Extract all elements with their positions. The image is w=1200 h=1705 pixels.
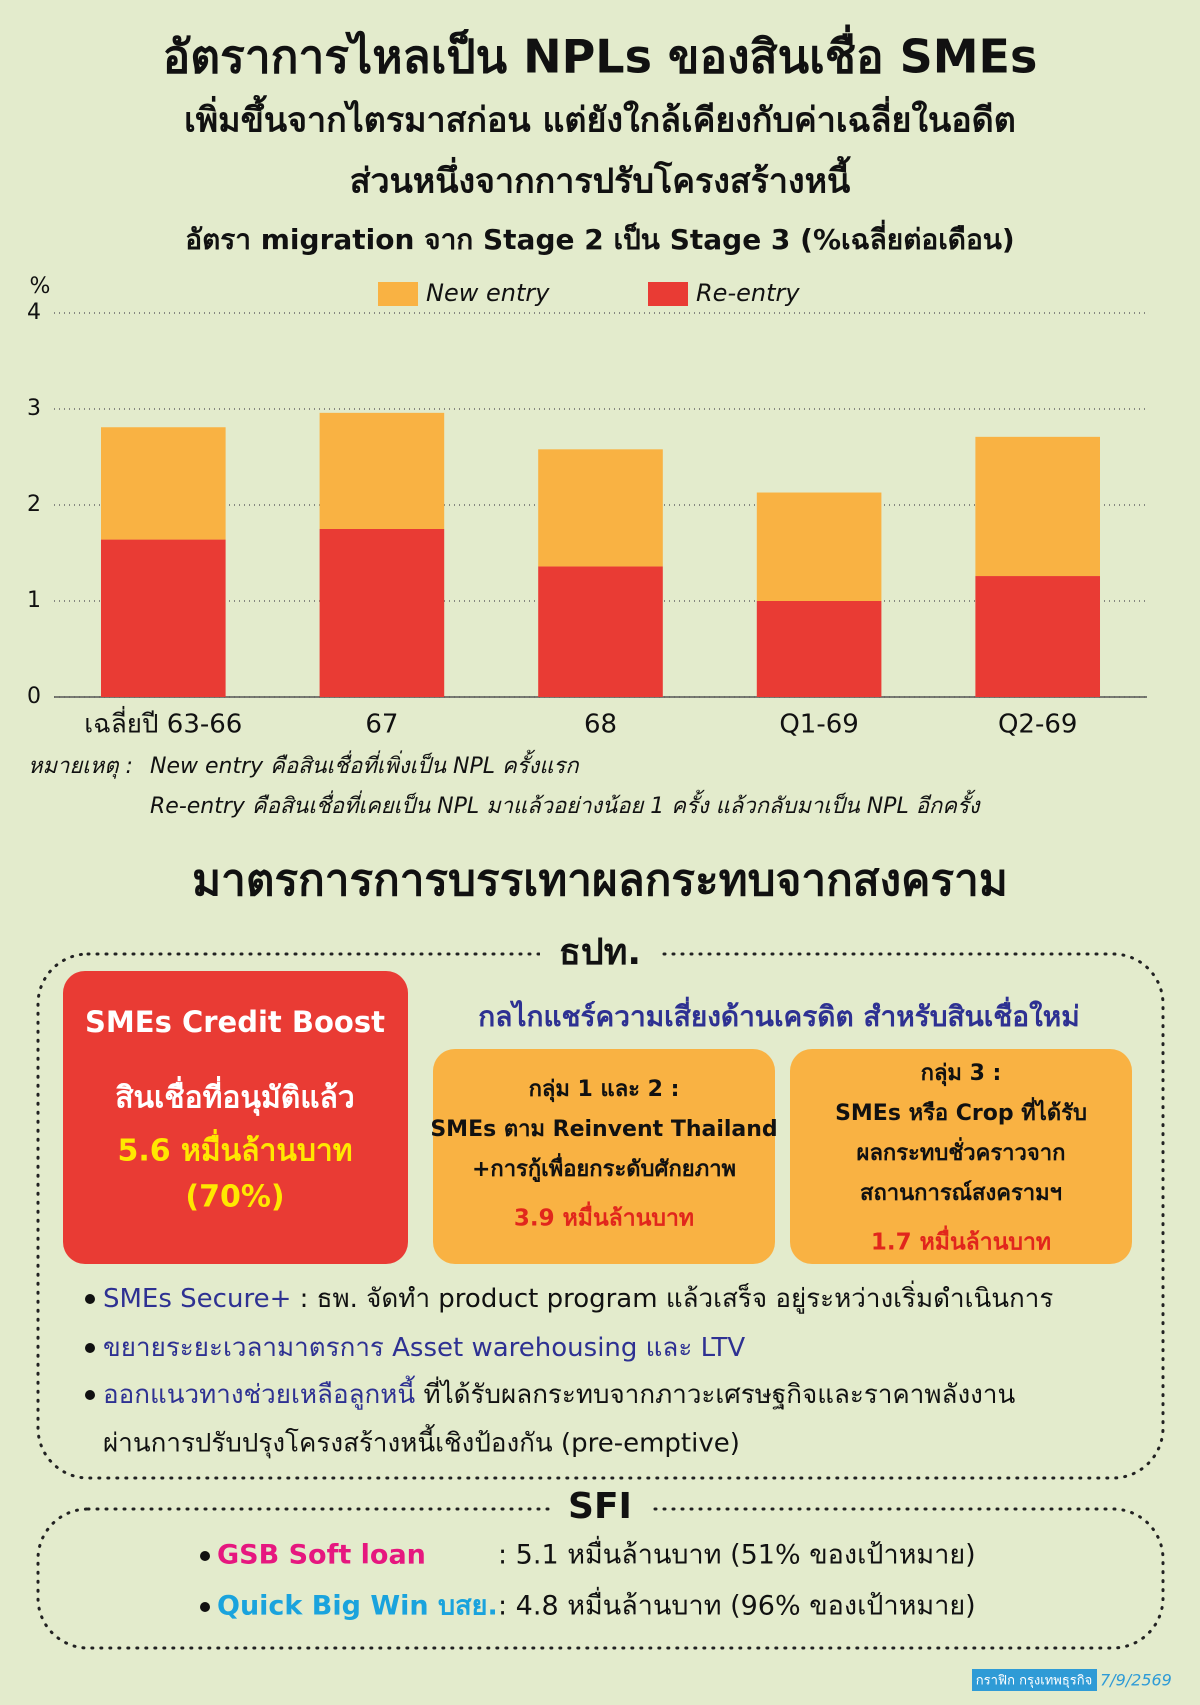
- date: 7/9/2569: [1100, 1671, 1172, 1690]
- text: ที่ได้รับผลกระทบจากภาวะเศรษฐกิจและราคาพล…: [415, 1376, 1015, 1410]
- highlight: ออกแนวทางช่วยเหลือลูกหนี้: [103, 1375, 415, 1410]
- bar-segment: [975, 576, 1101, 697]
- group-card: [790, 1049, 1132, 1264]
- note-label: หมายเหตุ :: [28, 754, 133, 779]
- bullet: [85, 1390, 95, 1400]
- sfi-text: : 4.8 หมื่นล้านบาท (96% ของเป้าหมาย): [498, 1587, 976, 1622]
- bullet: [85, 1343, 95, 1353]
- title: อัตราการไหลเป็น NPLs ของสินเชื่อ SMEs: [163, 25, 1038, 84]
- x-tick-label: Q1-69: [779, 710, 858, 740]
- section-label: ธปท.: [559, 932, 641, 973]
- bar-segment: [319, 529, 445, 697]
- y-tick-label: 4: [27, 300, 41, 325]
- credit-bg: [972, 1669, 1097, 1691]
- x-tick-label: Q2-69: [998, 710, 1077, 740]
- x-tick-label: 67: [365, 710, 398, 740]
- subtitle: ส่วนหนึ่งจากการปรับโครงสร้างหนี้: [350, 156, 851, 202]
- chart: 0 1 2 3 4 New entry Re-entry เฉลี่ยปี 63-66 67 68…: [27, 279, 1147, 740]
- label-bg: [540, 930, 660, 980]
- bullet-text: SMEs Secure+ : ธพ. จัดทำ product program…: [103, 1280, 1053, 1314]
- legend-label: New entry: [426, 279, 550, 307]
- bullet: [85, 1294, 95, 1304]
- bullet: [200, 1551, 210, 1561]
- boost-title: SMEs Credit Boost: [85, 1005, 385, 1039]
- sfi-name: GSB Soft loan: [217, 1540, 426, 1571]
- bar-segment: [975, 436, 1101, 577]
- x-tick-label: เฉลี่ยปี 63-66: [84, 706, 242, 740]
- highlight: SMEs Secure+: [103, 1284, 291, 1314]
- bar-segment: [100, 427, 226, 540]
- bullet-text: ขยายระยะเวลามาตรการ Asset warehousing แล…: [103, 1333, 745, 1363]
- group-card: [433, 1049, 775, 1264]
- group-line: +การกู้เพื่อยกระดับศักยภาพ: [472, 1152, 736, 1183]
- section-title: มาตรการการบรรเทาผลกระทบจากสงคราม: [192, 855, 1008, 906]
- bar-segment: [756, 601, 882, 697]
- boost-share: (70%): [185, 1180, 284, 1215]
- chart-title: อัตรา migration จาก Stage 2 เป็น Stage 3…: [185, 219, 1014, 256]
- bar-segment: [319, 412, 445, 529]
- bar-segment: [756, 492, 882, 601]
- group-amount: 3.9 หมื่นล้านบาท: [514, 1201, 694, 1232]
- legend-swatch: [378, 282, 418, 306]
- sfi-text: : 5.1 หมื่นล้านบาท (51% ของเป้าหมาย): [498, 1536, 976, 1571]
- label-bg: [550, 1485, 650, 1535]
- y-tick-label: 0: [27, 684, 41, 709]
- group-label: กลุ่ม 1 และ 2 :: [529, 1077, 680, 1103]
- boost-card: [63, 971, 408, 1264]
- legend-label: Re-entry: [696, 279, 800, 307]
- bullet-text: ผ่านการปรับปรุงโครงสร้างหนี้เชิงป้องกัน …: [103, 1424, 740, 1459]
- boost-amount: 5.6 หมื่นล้านบาท: [117, 1129, 352, 1169]
- group-line: ผลกระทบชั่วคราวจาก: [857, 1136, 1066, 1166]
- bullet: [200, 1602, 210, 1612]
- group-amount: 1.7 หมื่นล้านบาท: [871, 1225, 1051, 1256]
- risk-title: กลไกแชร์ความเสี่ยงด้านเครดิต สำหรับสินเช…: [478, 996, 1079, 1033]
- bar-segment: [100, 539, 226, 697]
- section-label: SFI: [568, 1486, 632, 1527]
- y-tick-label: 2: [27, 492, 41, 517]
- subtitle: เพิ่มขึ้นจากไตรมาสก่อน แต่ยังใกล้เคียงกั…: [184, 95, 1016, 141]
- x-tick-label: 68: [584, 710, 617, 740]
- bar-segment: [538, 566, 663, 697]
- y-tick-label: 1: [27, 588, 41, 613]
- note: New entry คือสินเชื่อที่เพิ่งเป็น NPL คร…: [150, 749, 580, 779]
- y-axis-label: %: [30, 274, 51, 299]
- sfi-name: Quick Big Win บสย.: [217, 1591, 498, 1622]
- y-tick-label: 3: [27, 396, 41, 421]
- note: Re-entry คือสินเชื่อที่เคยเป็น NPL มาแล้…: [150, 789, 982, 819]
- group-label: กลุ่ม 3 :: [921, 1061, 1002, 1087]
- credit: กราฟิก กรุงเทพธุรกิจ: [976, 1674, 1093, 1689]
- group-line: SMEs หรือ Crop ที่ได้รับ: [835, 1096, 1087, 1126]
- highlight: ขยายระยะเวลามาตรการ Asset warehousing แล…: [103, 1333, 745, 1363]
- group-line: สถานการณ์สงครามฯ: [860, 1180, 1062, 1206]
- group-line: SMEs ตาม Reinvent Thailand: [430, 1117, 777, 1142]
- legend-swatch: [648, 282, 688, 306]
- bar-segment: [538, 449, 663, 567]
- bullet-text: ออกแนวทางช่วยเหลือลูกหนี้ ที่ได้รับผลกระ…: [103, 1375, 1015, 1410]
- text: : ธพ. จัดทำ product program แล้วเสร็จ อย…: [291, 1280, 1053, 1314]
- boost-line: สินเชื่อที่อนุมัติแล้ว: [115, 1076, 355, 1117]
